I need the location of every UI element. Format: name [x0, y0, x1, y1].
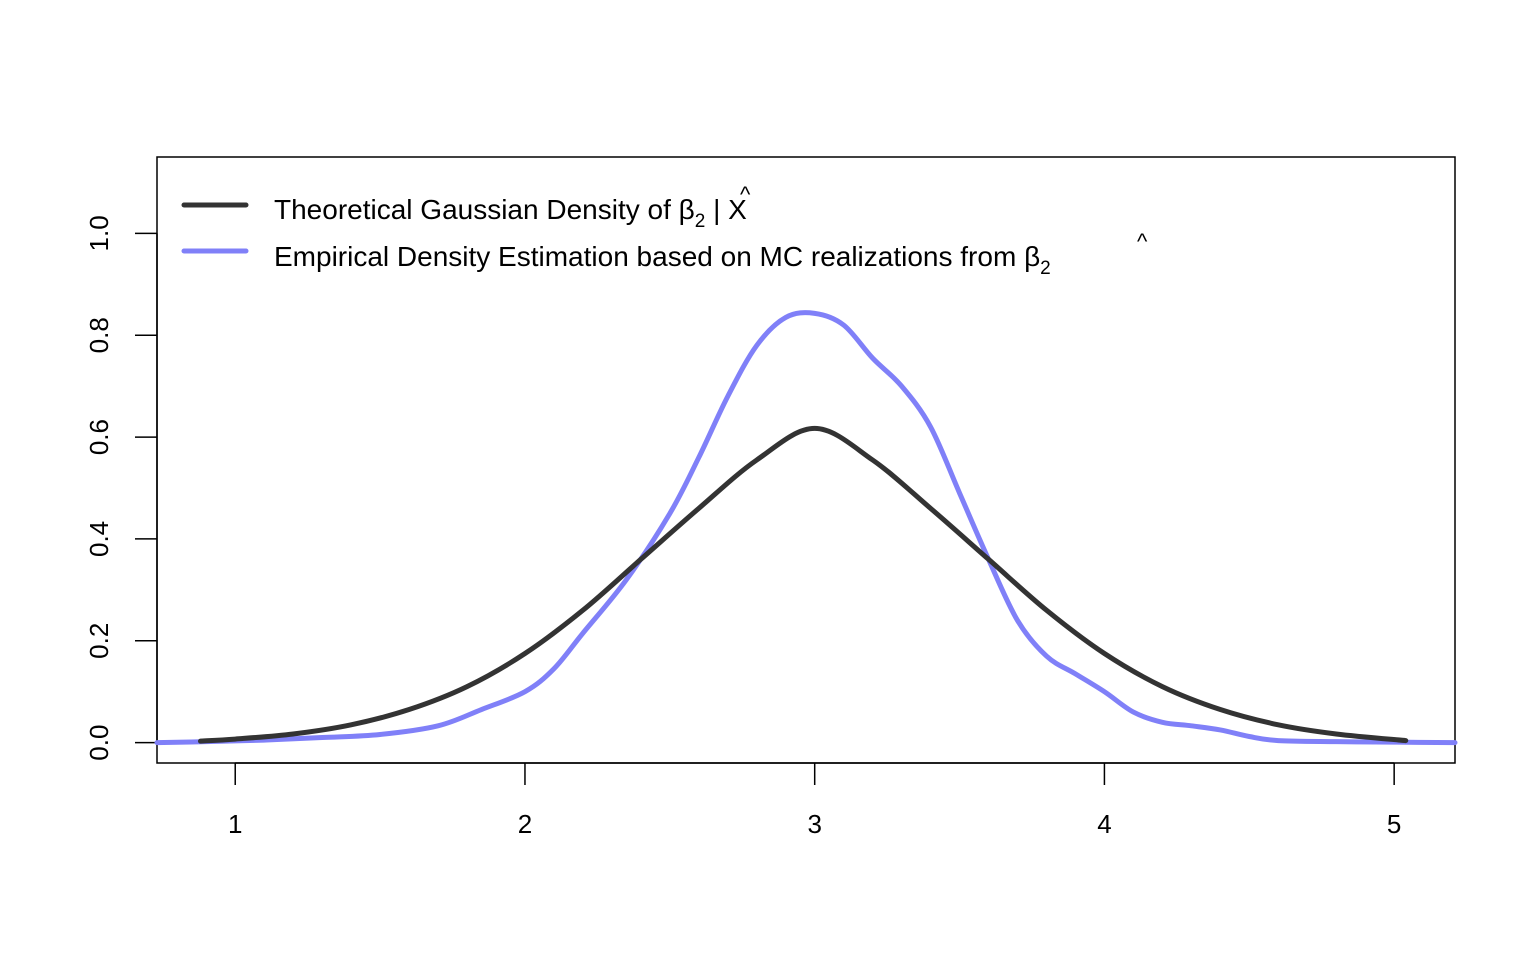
series-layer [154, 310, 1458, 746]
legend-label-subscript: 2 [695, 211, 706, 232]
y-tick-label: 1.0 [84, 215, 114, 251]
y-tick-label: 0.8 [84, 317, 114, 353]
legend-hat-empirical: ^ [1137, 229, 1148, 254]
legend-label-symbol: β [679, 194, 695, 225]
x-tick-label: 2 [518, 809, 532, 839]
legend-entry-empirical: Empirical Density Estimation based on MC… [274, 241, 1051, 279]
x-tick-label: 3 [807, 809, 821, 839]
x-tick-label: 4 [1097, 809, 1111, 839]
legend: Theoretical Gaussian Density of β2 | X ^… [181, 182, 1148, 279]
legend-hat-theoretical: ^ [740, 182, 751, 207]
legend-label-subscript: 2 [1040, 258, 1051, 279]
y-tick-label: 0.2 [84, 623, 114, 659]
legend-label-main: Empirical Density Estimation based on MC… [274, 241, 1024, 272]
x-axis: 1 2 3 4 5 [228, 762, 1401, 839]
y-axis: 0.0 0.2 0.4 0.6 0.8 1.0 [84, 215, 158, 761]
legend-label-symbol: β [1024, 241, 1040, 272]
series-line-empirical [154, 310, 1458, 746]
y-tick-label: 0.6 [84, 419, 114, 455]
series-line-theoretical [197, 425, 1409, 744]
y-tick-label: 0.0 [84, 725, 114, 761]
legend-label-main: Theoretical Gaussian Density of [274, 194, 679, 225]
y-tick-label: 0.4 [84, 521, 114, 557]
x-tick-label: 1 [228, 809, 242, 839]
legend-entry-theoretical: Theoretical Gaussian Density of β2 | X [274, 194, 747, 232]
x-tick-label: 5 [1387, 809, 1401, 839]
legend-label-suffix: | X [705, 194, 747, 225]
